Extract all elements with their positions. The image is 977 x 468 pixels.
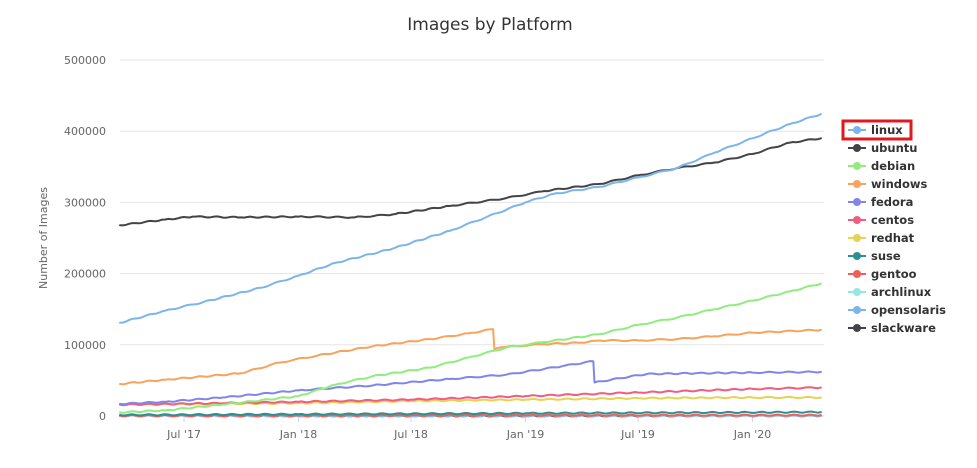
gridlines [120,59,824,417]
legend-item-gentoo[interactable]: gentoo [848,267,917,281]
y-tick-label: 100000 [64,339,106,352]
legend-item-slackware[interactable]: slackware [848,321,936,335]
legend-label-fedora: fedora [871,195,913,209]
legend-marker-centos [853,216,861,224]
legend-label-windows: windows [871,177,928,191]
legend-marker-opensolaris [853,306,861,314]
series-line-gentoo [119,413,822,418]
legend-marker-archlinux [853,288,861,296]
x-tick-label: Jul '17 [166,428,201,441]
legend-item-redhat[interactable]: redhat [848,231,915,245]
legend-label-centos: centos [871,213,914,227]
legend-item-ubuntu[interactable]: ubuntu [848,141,917,155]
legend-label-gentoo: gentoo [871,267,917,281]
y-axis-title: Number of Images [37,187,50,289]
legend: linux ubuntu debian windows fedora centos redh… [841,119,946,335]
series-line-windows [119,328,822,386]
series-line-linux [119,113,822,324]
legend-item-linux[interactable]: linux [841,119,913,141]
y-tick-label: 500000 [64,54,106,67]
legend-marker-ubuntu [853,144,861,152]
y-axis-ticks: 0 100000 200000 300000 400000 500000 [64,54,106,423]
x-tick-label: Jan '19 [506,428,544,441]
x-tick-label: Jul '18 [393,428,428,441]
legend-marker-windows [853,180,861,188]
x-tick-label: Jan '18 [279,428,317,441]
legend-item-archlinux[interactable]: archlinux [848,285,932,299]
legend-item-centos[interactable]: centos [848,213,914,227]
legend-marker-fedora [853,198,861,206]
series-lines [119,113,822,418]
y-tick-label: 300000 [64,196,106,209]
legend-highlight-box [841,119,913,141]
series-line-suse [119,410,822,417]
series-line-debian [119,282,822,414]
legend-item-windows[interactable]: windows [848,177,928,191]
legend-marker-redhat [853,234,861,242]
legend-label-suse: suse [871,249,901,263]
y-tick-label: 400000 [64,125,106,138]
legend-label-debian: debian [871,159,915,173]
chart-title: Images by Platform [407,15,572,35]
legend-label-opensolaris: opensolaris [871,303,946,317]
x-axis-ticks: Jul '17 Jan '18 Jul '18 Jan '19 Jul '19 Jan '… [166,416,771,441]
y-tick-label: 200000 [64,268,106,281]
legend-label-linux: linux [871,123,903,137]
legend-item-debian[interactable]: debian [848,159,915,173]
legend-marker-slackware [853,324,861,332]
legend-label-ubuntu: ubuntu [871,141,917,155]
y-tick-label: 0 [99,410,106,423]
series-line-centos [119,386,822,407]
legend-label-redhat: redhat [871,231,915,245]
legend-marker-linux [853,126,861,134]
legend-item-suse[interactable]: suse [848,249,901,263]
series-line-ubuntu [119,137,822,227]
legend-marker-suse [853,252,861,260]
legend-label-archlinux: archlinux [871,285,932,299]
legend-item-fedora[interactable]: fedora [848,195,913,209]
x-tick-label: Jan '20 [733,428,771,441]
x-tick-label: Jul '19 [620,428,655,441]
legend-marker-debian [853,162,861,170]
legend-item-opensolaris[interactable]: opensolaris [848,303,946,317]
legend-marker-gentoo [853,270,861,278]
series-line-fedora [119,360,822,406]
legend-label-slackware: slackware [871,321,936,335]
